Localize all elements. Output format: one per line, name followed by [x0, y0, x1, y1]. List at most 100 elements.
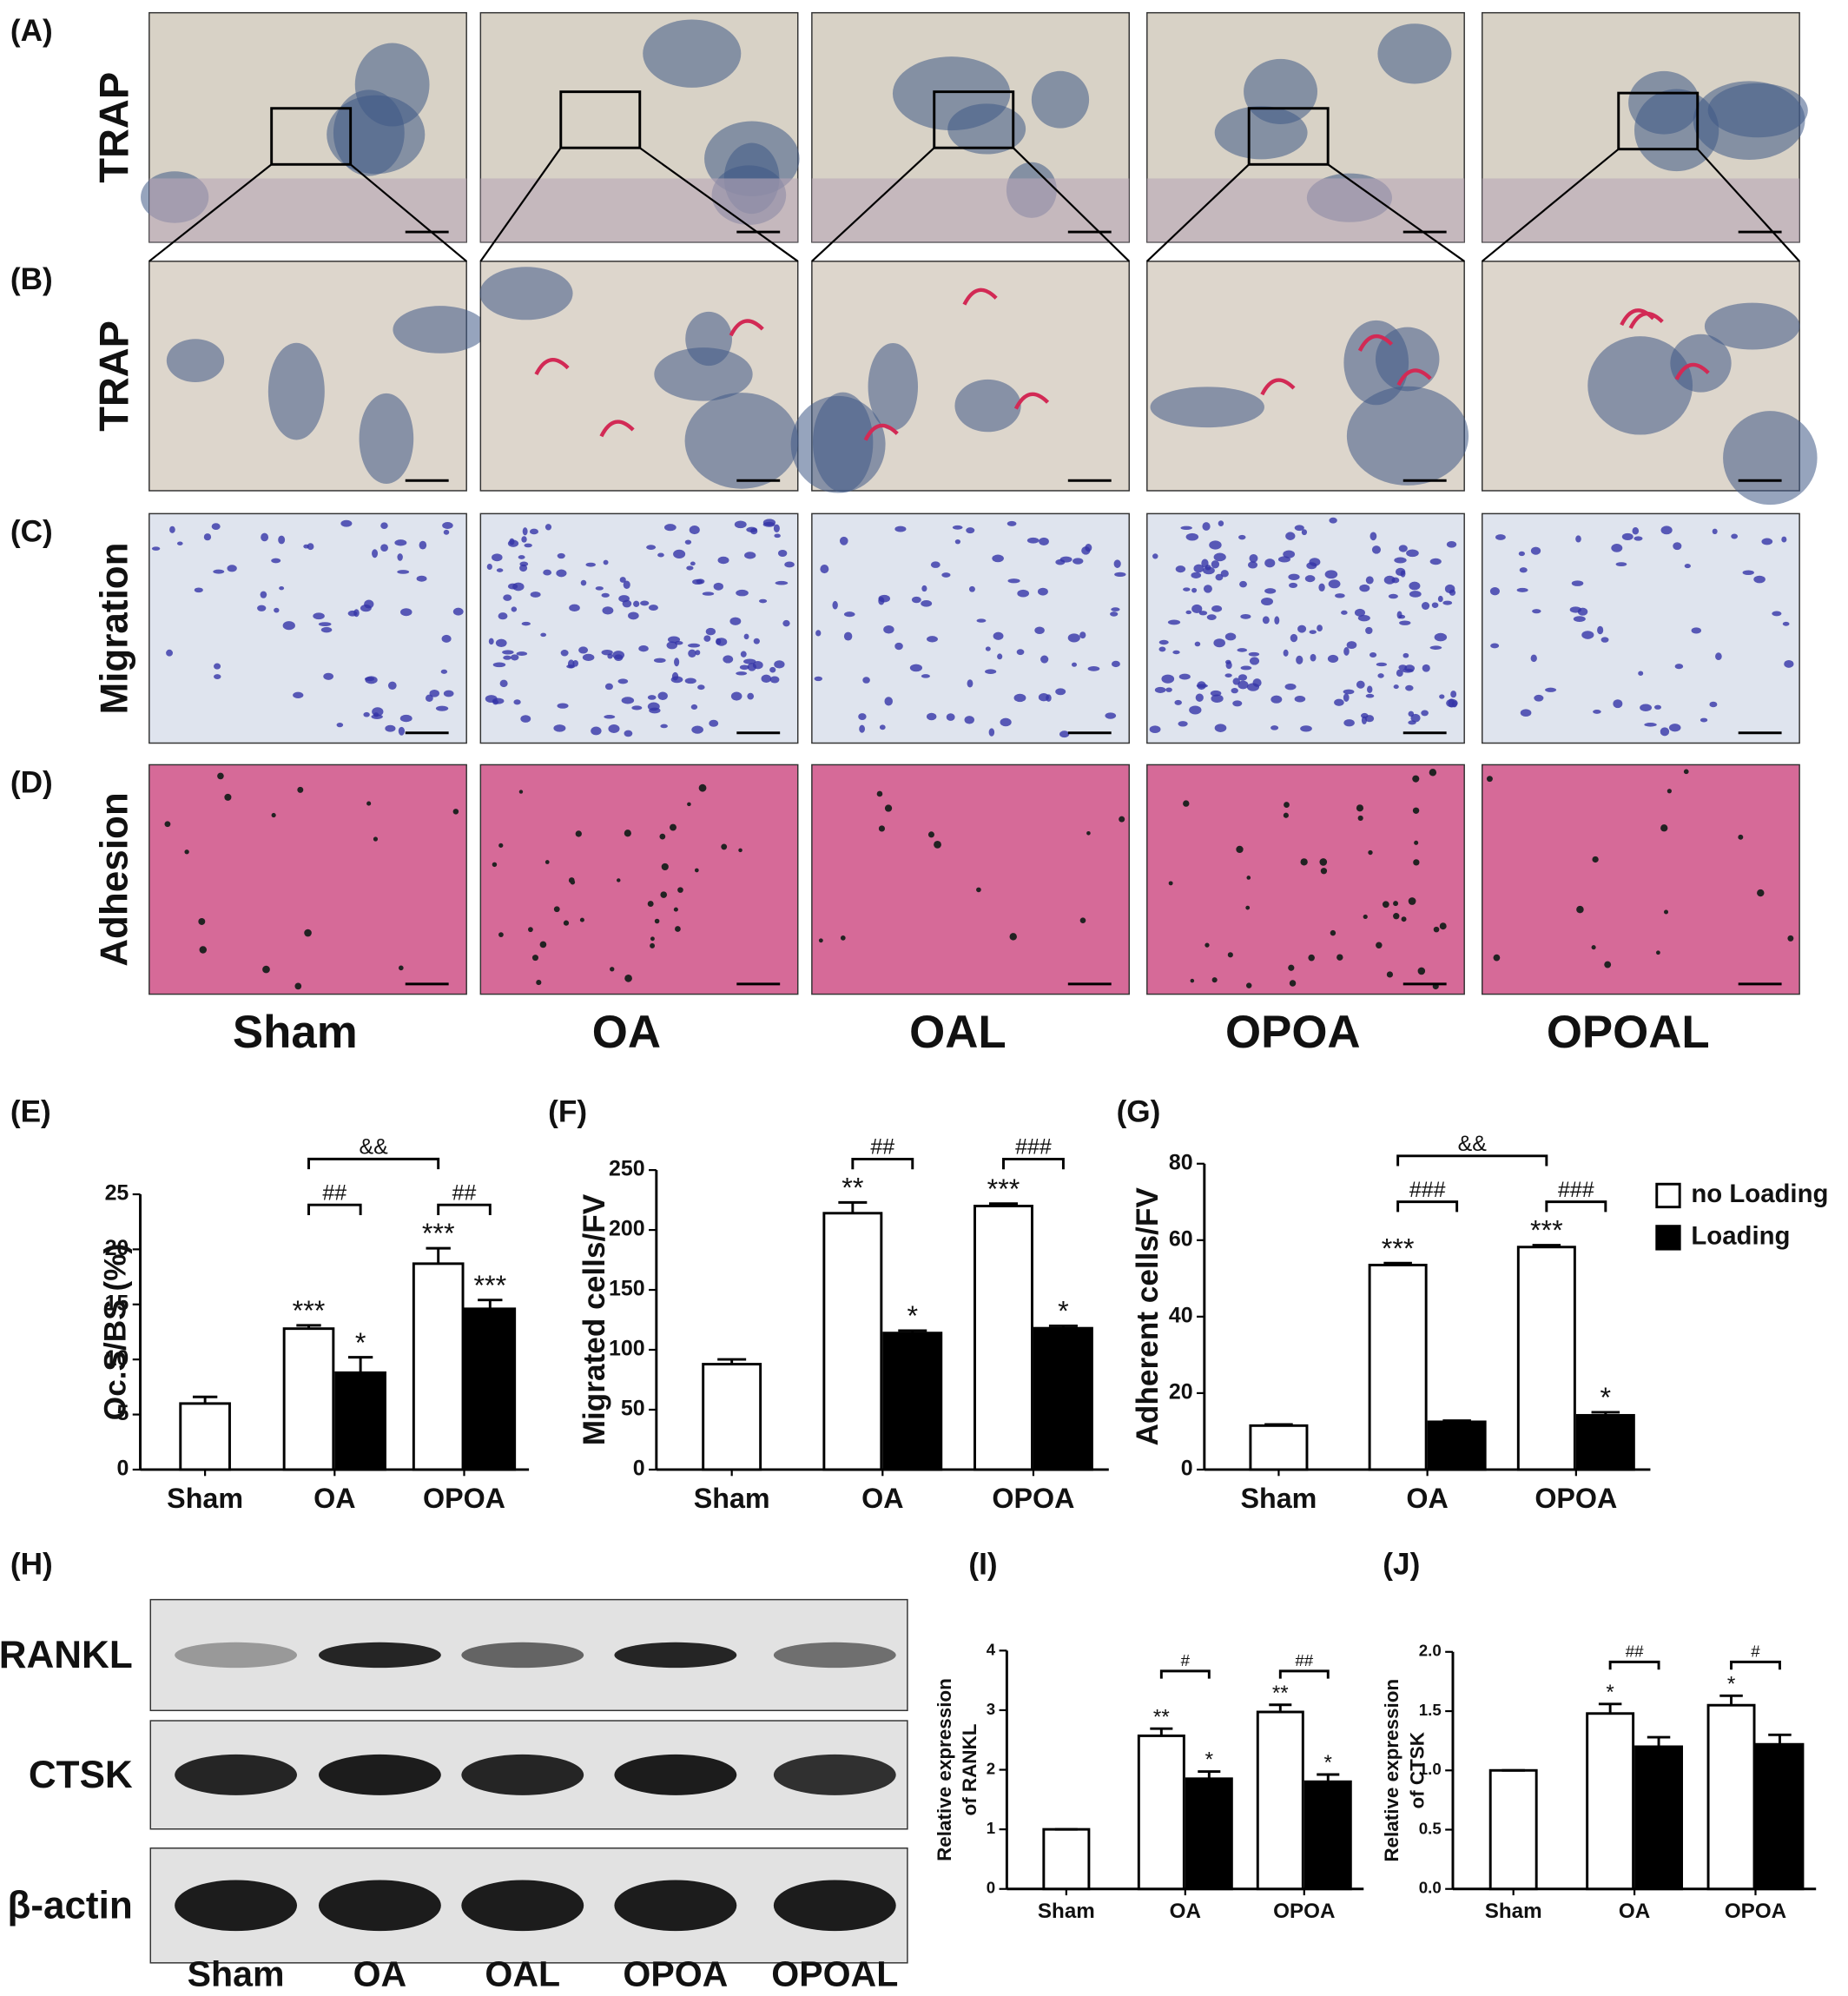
cell — [1224, 673, 1232, 677]
cell — [531, 955, 538, 962]
error-bar — [1442, 1419, 1471, 1423]
cell — [696, 578, 705, 585]
cell — [553, 906, 560, 913]
lane-label: Sham — [188, 1953, 285, 1993]
cell — [1715, 652, 1722, 661]
cell — [1784, 659, 1794, 668]
cell — [397, 570, 410, 574]
cell — [1336, 954, 1343, 961]
cell — [1264, 588, 1277, 594]
cell — [1274, 616, 1280, 625]
cell — [1343, 647, 1350, 656]
significance-label: * — [907, 1300, 918, 1332]
cell — [488, 638, 494, 645]
cell — [1493, 954, 1501, 962]
cell — [691, 725, 703, 734]
cell — [876, 790, 883, 797]
cell — [282, 621, 295, 631]
cell — [930, 561, 940, 568]
cell — [976, 618, 987, 623]
cell — [429, 690, 439, 697]
cell — [1668, 724, 1681, 732]
cell — [543, 569, 552, 576]
x-tick-label: Sham — [1240, 1483, 1317, 1514]
cell — [274, 607, 280, 613]
error-bar — [1383, 1261, 1412, 1266]
cell — [1213, 552, 1226, 562]
cell — [214, 663, 221, 670]
cell — [603, 559, 609, 565]
x-tick-label: OA — [861, 1483, 903, 1514]
cell — [663, 524, 676, 532]
cell — [1178, 673, 1191, 680]
cell — [921, 600, 933, 607]
significance-label: *** — [422, 1218, 455, 1249]
cell — [492, 697, 505, 704]
blot-band — [773, 1880, 896, 1932]
cell — [769, 666, 776, 673]
row-label: TRAP — [91, 321, 137, 432]
tissue-blob — [947, 103, 1026, 155]
cell — [1386, 971, 1394, 978]
cell — [1383, 575, 1396, 585]
cell — [1600, 637, 1609, 643]
cell — [1210, 690, 1222, 697]
comparison-label: # — [1751, 1642, 1760, 1661]
cell — [511, 606, 518, 612]
cell — [1519, 567, 1528, 573]
y-tick-label: 50 — [621, 1397, 645, 1421]
cell — [1571, 580, 1584, 586]
micrograph — [479, 763, 799, 995]
cell — [601, 592, 610, 598]
cell — [1297, 625, 1307, 633]
cell — [1238, 680, 1249, 690]
comparison-label: ## — [1295, 1651, 1313, 1669]
cell — [690, 704, 698, 710]
comparison-label: ### — [1015, 1135, 1052, 1160]
cell — [366, 801, 372, 806]
error-bar — [717, 1358, 747, 1365]
cell — [1495, 534, 1506, 540]
cell — [1270, 725, 1279, 730]
tissue-blob — [1031, 70, 1090, 129]
cell — [628, 611, 639, 620]
blot-band — [175, 1880, 298, 1932]
y-tick-label: 25 — [105, 1181, 129, 1206]
y-tick-label: 0 — [1181, 1457, 1193, 1481]
cell — [1283, 550, 1296, 558]
cell — [739, 664, 749, 671]
cell — [840, 935, 846, 941]
cell — [492, 662, 506, 668]
zoom-connector — [1012, 147, 1131, 262]
comparison-label: ## — [1626, 1642, 1644, 1661]
y-tick-label: 10 — [105, 1346, 129, 1371]
panel-label: (C) — [10, 515, 53, 549]
bar — [1256, 1710, 1304, 1891]
cell — [371, 714, 383, 719]
cell — [1248, 561, 1258, 569]
cell — [572, 659, 579, 667]
cell — [1576, 905, 1584, 914]
cell — [1417, 967, 1426, 975]
cell — [1611, 544, 1623, 552]
cell — [1194, 641, 1201, 647]
cell — [1787, 935, 1794, 942]
cell — [516, 651, 528, 657]
cell — [518, 555, 525, 559]
cell — [522, 527, 528, 536]
cell — [884, 697, 893, 706]
panel-label: (D) — [10, 766, 53, 800]
cell — [1408, 710, 1415, 717]
y-tick-label: 1 — [987, 1819, 995, 1837]
error-bar — [296, 1324, 321, 1329]
cell — [631, 705, 643, 710]
cell — [1158, 646, 1166, 652]
cell — [832, 600, 838, 610]
comparison-bracket — [1002, 1157, 1065, 1170]
cell — [648, 605, 658, 611]
cell — [164, 821, 171, 828]
blot-band — [318, 1880, 441, 1932]
bar — [822, 1212, 883, 1471]
cell — [1026, 537, 1040, 544]
cell — [1300, 725, 1312, 732]
